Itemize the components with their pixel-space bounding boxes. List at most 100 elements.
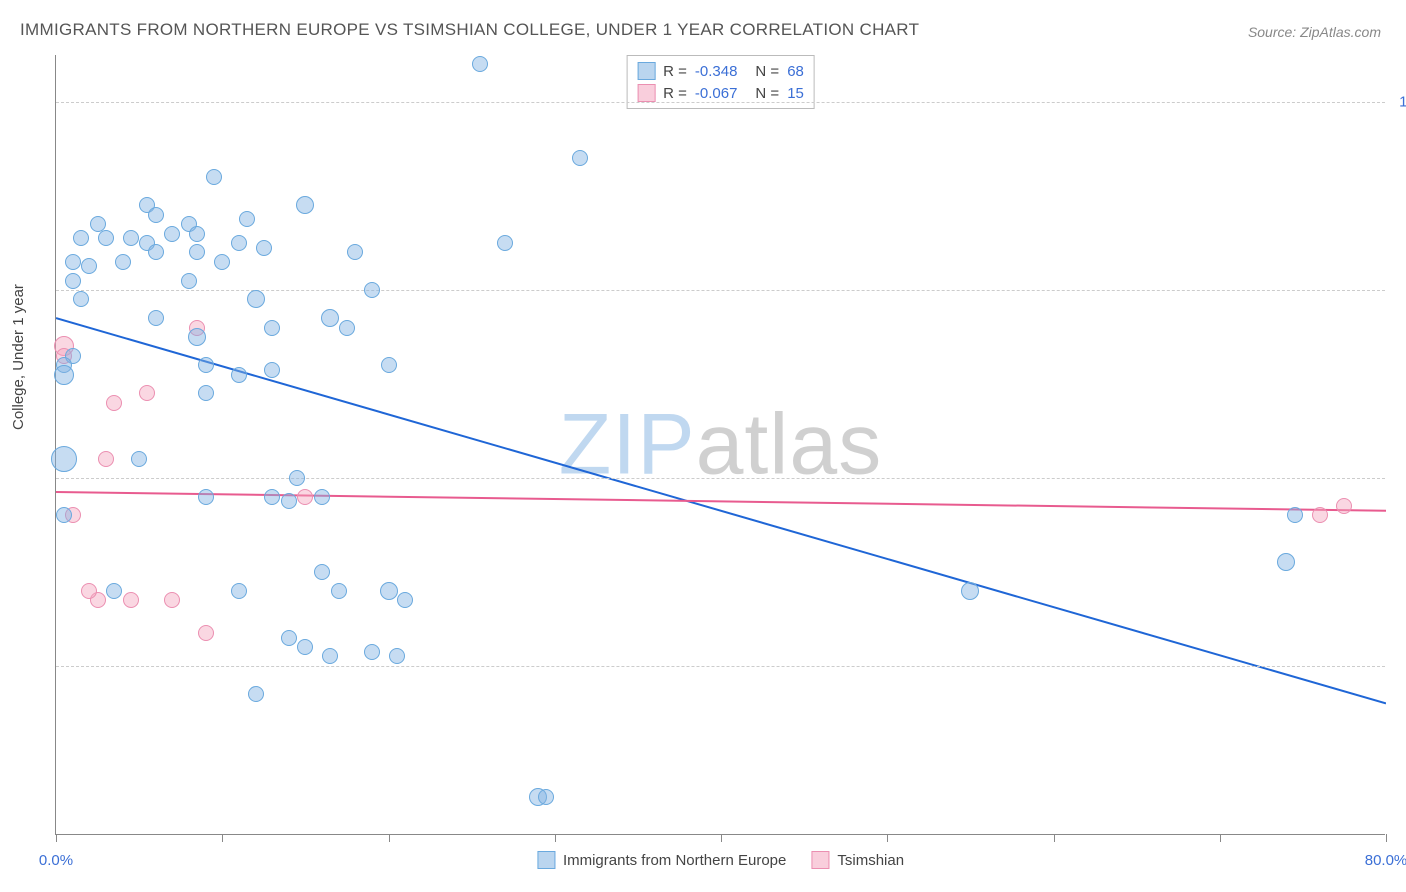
data-point-blue xyxy=(81,258,97,274)
data-point-blue xyxy=(231,235,247,251)
data-point-blue xyxy=(264,362,280,378)
data-point-pink xyxy=(106,395,122,411)
data-point-blue xyxy=(961,582,979,600)
data-point-pink xyxy=(164,592,180,608)
data-point-blue xyxy=(115,254,131,270)
data-point-blue xyxy=(164,226,180,242)
swatch-pink xyxy=(637,84,655,102)
data-point-blue xyxy=(331,583,347,599)
data-point-blue xyxy=(264,489,280,505)
data-point-blue xyxy=(131,451,147,467)
data-point-blue xyxy=(364,282,380,298)
data-point-blue xyxy=(322,648,338,664)
data-point-blue xyxy=(148,310,164,326)
data-point-blue xyxy=(289,470,305,486)
x-tick xyxy=(887,834,888,842)
x-tick xyxy=(56,834,57,842)
data-point-blue xyxy=(247,290,265,308)
data-point-blue xyxy=(389,648,405,664)
data-point-blue xyxy=(65,273,81,289)
legend-n-value-pink: 15 xyxy=(787,85,804,102)
data-point-pink xyxy=(1312,507,1328,523)
data-point-blue xyxy=(321,309,339,327)
data-point-blue xyxy=(339,320,355,336)
legend-item-pink: Tsimshian xyxy=(811,851,904,869)
correlation-legend: R = -0.348 N = 68 R = -0.067 N = 15 xyxy=(626,55,815,109)
x-tick xyxy=(721,834,722,842)
data-point-blue xyxy=(189,244,205,260)
source-label: Source: ZipAtlas.com xyxy=(1248,24,1381,40)
data-point-blue xyxy=(106,583,122,599)
legend-item-blue: Immigrants from Northern Europe xyxy=(537,851,786,869)
legend-n-label: N = xyxy=(755,85,779,102)
data-point-blue xyxy=(364,644,380,660)
trend-line-pink xyxy=(56,492,1386,511)
x-tick xyxy=(222,834,223,842)
data-point-blue xyxy=(65,254,81,270)
trend-line-blue xyxy=(56,318,1386,703)
x-tick xyxy=(1386,834,1387,842)
legend-r-value-blue: -0.348 xyxy=(695,63,738,80)
data-point-blue xyxy=(148,244,164,260)
data-point-blue xyxy=(1287,507,1303,523)
data-point-blue xyxy=(314,564,330,580)
swatch-blue xyxy=(637,62,655,80)
legend-n-label: N = xyxy=(755,63,779,80)
data-point-pink xyxy=(1336,498,1352,514)
y-axis-label: College, Under 1 year xyxy=(10,284,27,430)
data-point-blue xyxy=(198,385,214,401)
trend-lines xyxy=(56,55,1386,835)
data-point-blue xyxy=(231,367,247,383)
data-point-blue xyxy=(248,686,264,702)
y-tick-label: 100.0% xyxy=(1399,93,1406,110)
data-point-blue xyxy=(73,230,89,246)
x-tick xyxy=(389,834,390,842)
data-point-blue xyxy=(188,328,206,346)
data-point-blue xyxy=(256,240,272,256)
data-point-blue xyxy=(381,357,397,373)
data-point-blue xyxy=(239,211,255,227)
data-point-blue xyxy=(1277,553,1295,571)
data-point-blue xyxy=(281,630,297,646)
gridline-h xyxy=(56,478,1385,479)
data-point-blue xyxy=(148,207,164,223)
legend-r-label: R = xyxy=(663,85,687,102)
data-point-blue xyxy=(214,254,230,270)
data-point-blue xyxy=(54,365,74,385)
data-point-blue xyxy=(198,357,214,373)
data-point-blue xyxy=(380,582,398,600)
legend-row-blue: R = -0.348 N = 68 xyxy=(637,60,804,82)
data-point-blue xyxy=(397,592,413,608)
x-tick-label: 0.0% xyxy=(39,852,73,869)
legend-r-value-pink: -0.067 xyxy=(695,85,738,102)
data-point-blue xyxy=(206,169,222,185)
data-point-blue xyxy=(296,196,314,214)
legend-r-label: R = xyxy=(663,63,687,80)
legend-row-pink: R = -0.067 N = 15 xyxy=(637,82,804,104)
data-point-blue xyxy=(281,493,297,509)
data-point-blue xyxy=(297,639,313,655)
data-point-blue xyxy=(264,320,280,336)
data-point-pink xyxy=(81,583,97,599)
data-point-blue xyxy=(98,230,114,246)
legend-label-blue: Immigrants from Northern Europe xyxy=(563,852,786,869)
data-point-blue xyxy=(314,489,330,505)
data-point-blue xyxy=(181,273,197,289)
data-point-blue xyxy=(189,226,205,242)
data-point-blue xyxy=(538,789,554,805)
data-point-blue xyxy=(56,507,72,523)
x-tick-label: 80.0% xyxy=(1365,852,1406,869)
x-tick xyxy=(1220,834,1221,842)
data-point-blue xyxy=(73,291,89,307)
data-point-blue xyxy=(347,244,363,260)
data-point-pink xyxy=(198,625,214,641)
data-point-blue xyxy=(472,56,488,72)
data-point-pink xyxy=(139,385,155,401)
data-point-pink xyxy=(123,592,139,608)
legend-n-value-blue: 68 xyxy=(787,63,804,80)
gridline-h xyxy=(56,102,1385,103)
data-point-pink xyxy=(297,489,313,505)
swatch-blue xyxy=(537,851,555,869)
swatch-pink xyxy=(811,851,829,869)
chart-title: IMMIGRANTS FROM NORTHERN EUROPE VS TSIMS… xyxy=(20,20,919,40)
